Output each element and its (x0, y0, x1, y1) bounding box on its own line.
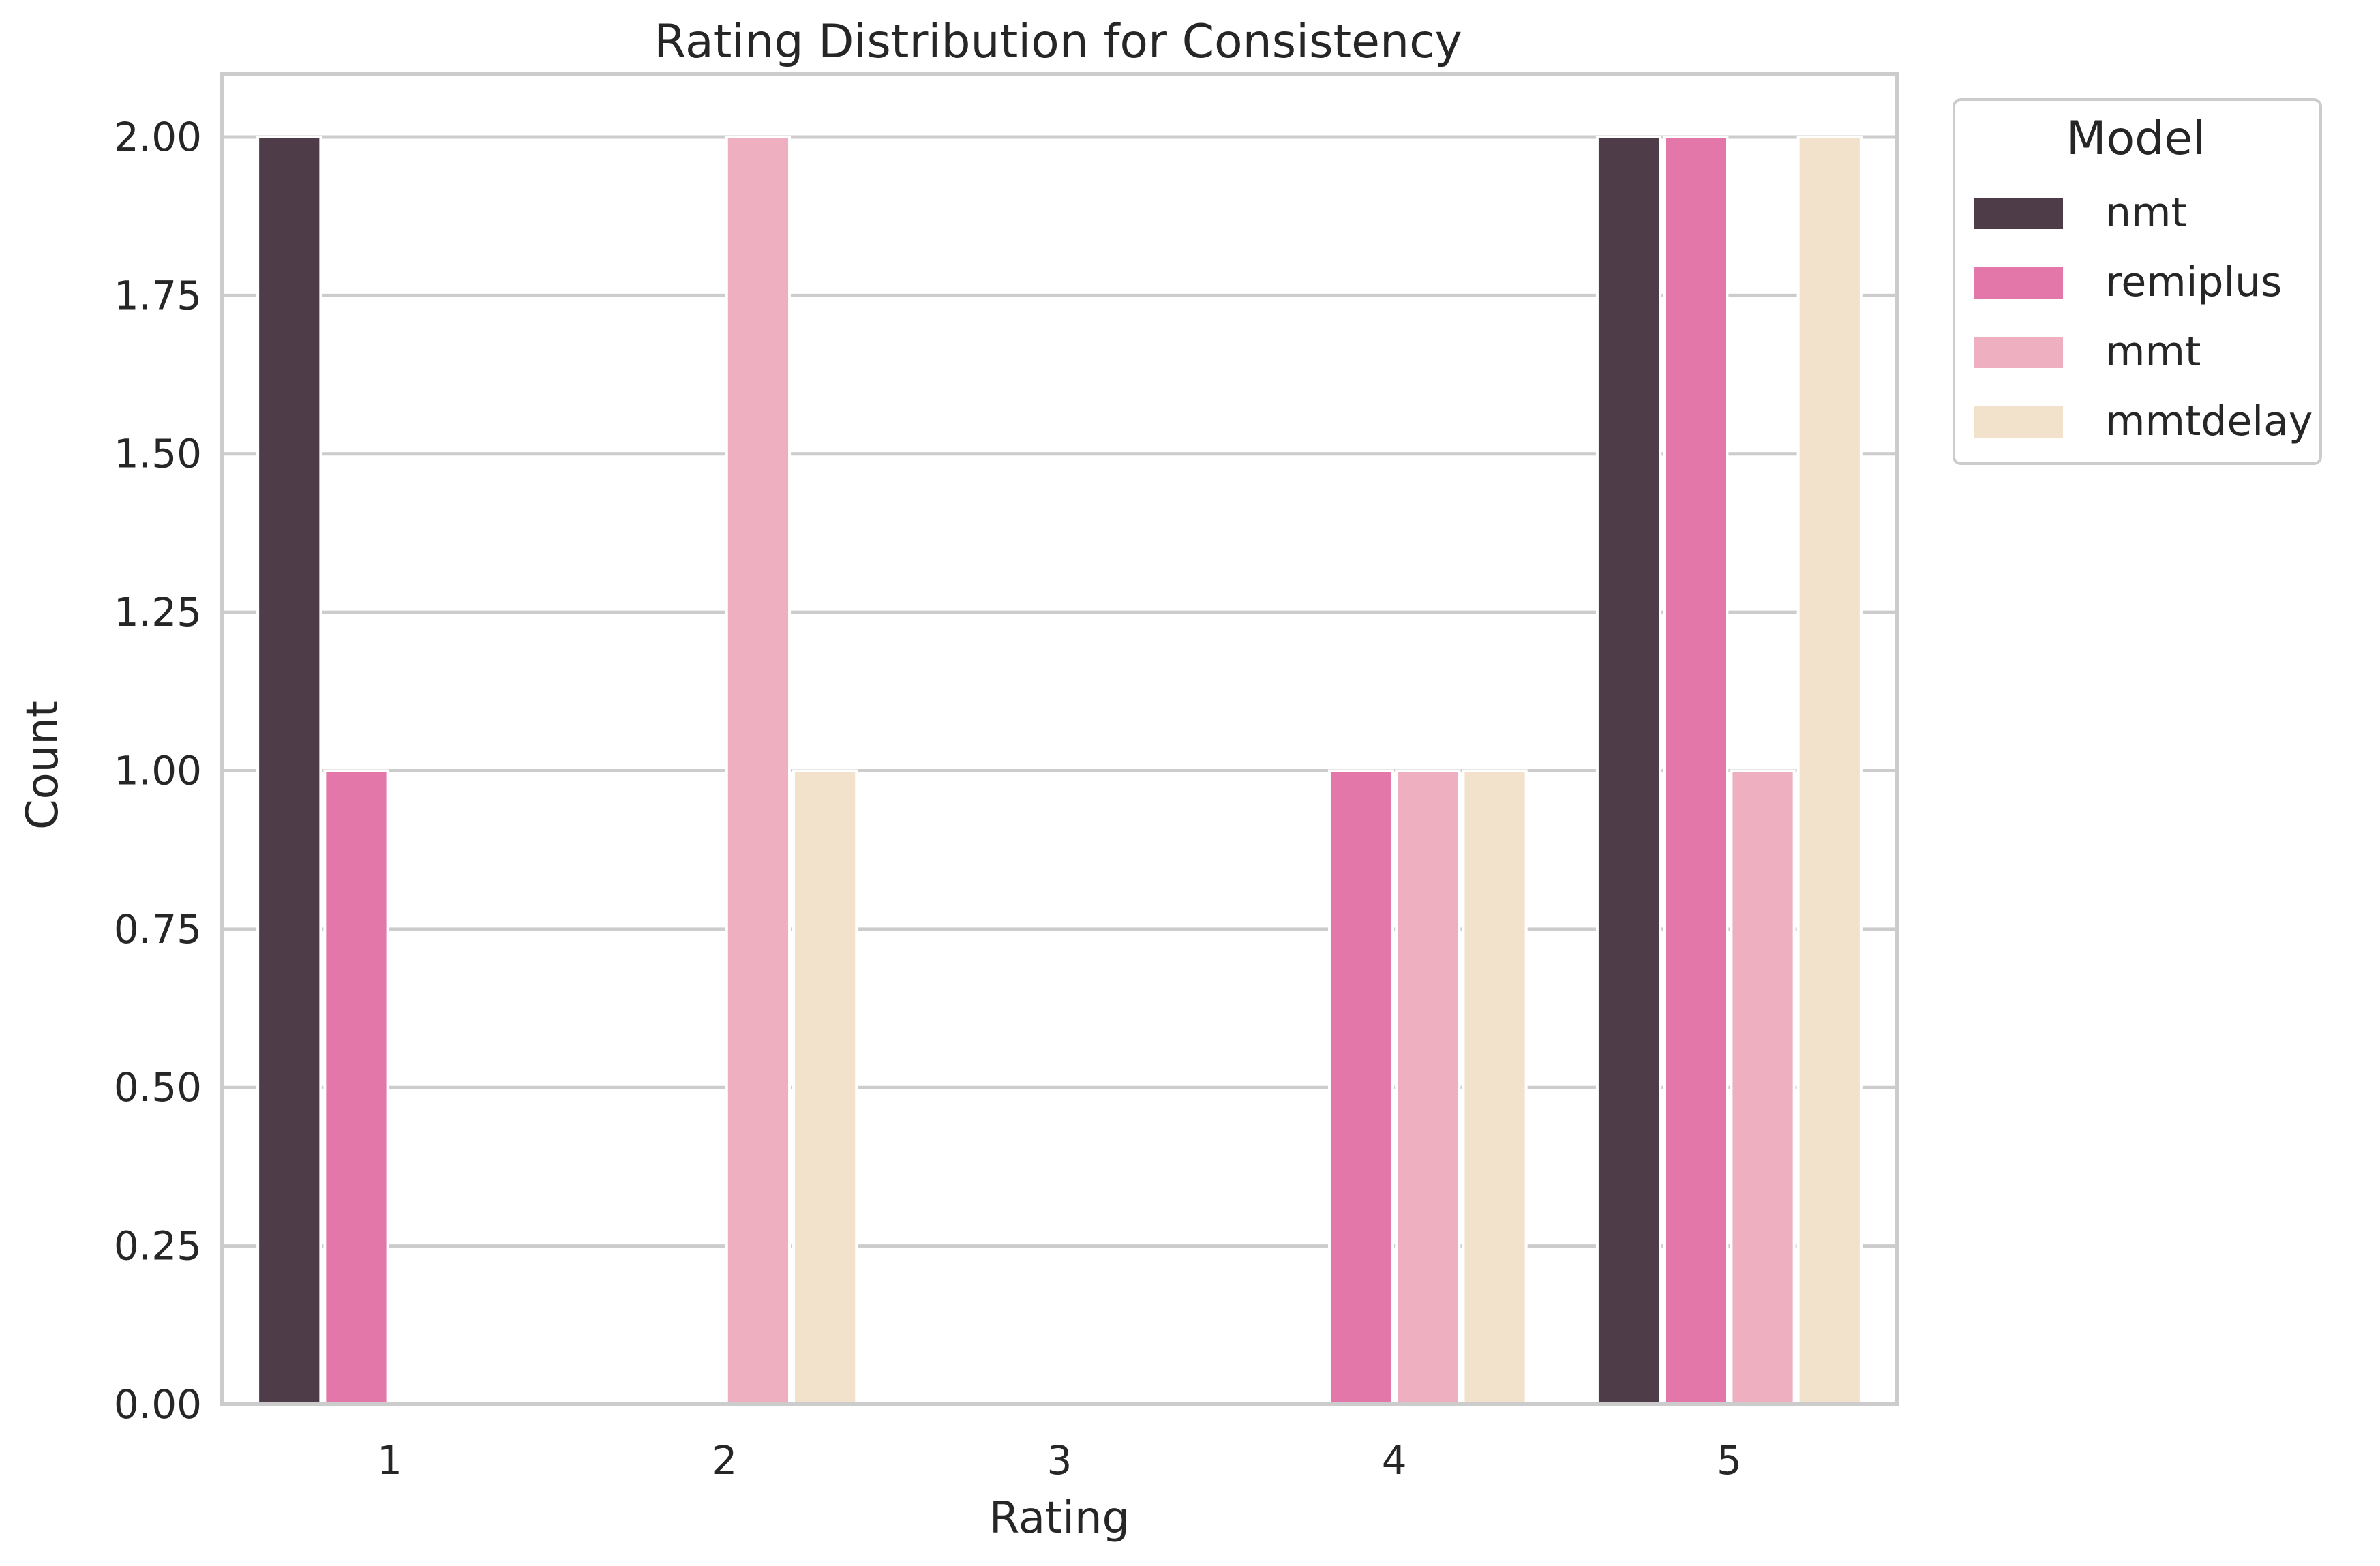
y-tick-label: 0.00 (114, 1381, 202, 1428)
y-tick-label: 1.25 (114, 589, 202, 635)
y-axis-label: Count (18, 700, 68, 830)
bar-mmtdelay-rating-4 (1462, 769, 1528, 1406)
bar-remiplus-rating-4 (1327, 769, 1394, 1406)
y-tick-label: 0.25 (114, 1223, 202, 1269)
bar-nmt-rating-1 (256, 135, 322, 1406)
legend-title: Model (2066, 112, 2205, 166)
bar-remiplus-rating-1 (323, 769, 389, 1406)
legend-swatch-mmtdelay (1974, 406, 2063, 438)
y-tick-label: 1.75 (114, 272, 202, 318)
legend-swatch-mmt (1974, 337, 2063, 368)
y-tick-label: 0.50 (114, 1064, 202, 1111)
y-tick-label: 0.75 (114, 906, 202, 952)
bar-mmtdelay-rating-2 (792, 769, 858, 1406)
y-tick-label: 2.00 (114, 114, 202, 160)
bar-mmt-rating-5 (1730, 769, 1796, 1406)
y-tick-label: 1.00 (114, 747, 202, 794)
legend-label-mmt: mmt (2105, 328, 2201, 376)
legend-label-mmtdelay: mmtdelay (2105, 397, 2313, 445)
x-tick-label: 1 (377, 1437, 402, 1484)
bar-nmt-rating-5 (1595, 135, 1662, 1406)
plot-frame (220, 72, 1899, 1406)
y-tick-label: 1.50 (114, 431, 202, 477)
x-tick-label: 5 (1717, 1437, 1742, 1484)
legend-label-nmt: nmt (2105, 189, 2187, 237)
x-tick-label: 3 (1047, 1437, 1072, 1484)
x-axis-label: Rating (989, 1493, 1130, 1544)
bar-mmt-rating-2 (725, 135, 792, 1406)
y-tick-labels: 0.00 0.25 0.50 0.75 1.00 1.25 1.50 1.75 2.00 (114, 114, 202, 1428)
legend-label-remiplus: remiplus (2105, 258, 2282, 306)
legend: Model nmt remiplus mmt mmtdelay (1953, 98, 2322, 465)
bar-mmtdelay-rating-5 (1796, 135, 1863, 1406)
legend-frame (1953, 98, 2322, 465)
bars (256, 135, 1863, 1406)
bar-remiplus-rating-5 (1663, 135, 1729, 1406)
legend-swatch-remiplus (1974, 267, 2063, 299)
legend-swatch-nmt (1974, 198, 2063, 229)
x-tick-label: 2 (712, 1437, 737, 1484)
bar-mmt-rating-4 (1395, 769, 1461, 1406)
x-tick-labels: 1 2 3 4 5 (377, 1437, 1742, 1484)
x-tick-label: 4 (1382, 1437, 1407, 1484)
chart-title: Rating Distribution for Consistency (654, 15, 1462, 69)
